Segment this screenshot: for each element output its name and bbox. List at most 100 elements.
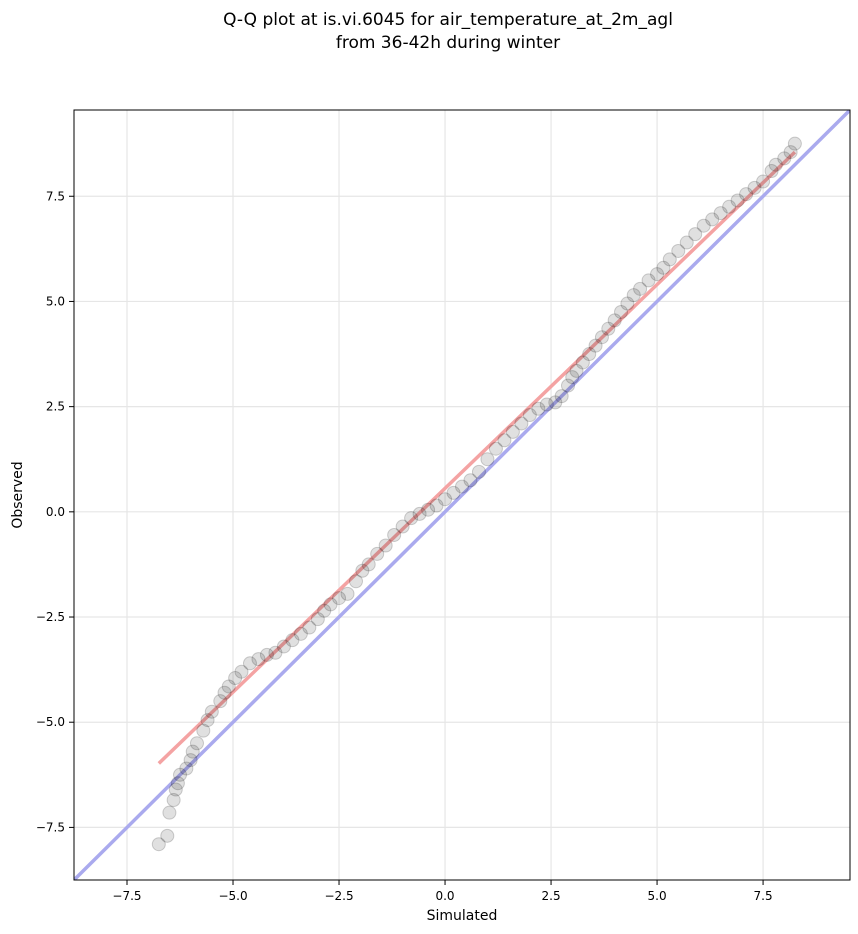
y-tick-label: 5.0 [46, 294, 65, 308]
data-point [276, 639, 291, 654]
y-tick-label: 0.0 [46, 505, 65, 519]
plot-frame [73, 109, 851, 881]
data-point [554, 389, 569, 404]
data-point [361, 557, 376, 572]
y-tick-label: 2.5 [46, 400, 65, 414]
data-point [242, 656, 257, 671]
data-point [404, 511, 419, 526]
data-point [739, 187, 754, 202]
data-point [395, 519, 410, 534]
data-point [679, 235, 694, 250]
data-point [446, 485, 461, 500]
data-point [488, 441, 503, 456]
data-point [162, 805, 177, 820]
data-point [310, 612, 325, 627]
x-axis-label: Simulated [427, 908, 498, 924]
data-point [688, 227, 703, 242]
data-point [783, 145, 798, 160]
data-point [168, 782, 183, 797]
x-tick-label: 5.0 [648, 889, 667, 903]
x-tick-label: 2.5 [542, 889, 561, 903]
data-point [317, 603, 332, 618]
y-tick-label: 7.5 [46, 189, 65, 203]
data-point [582, 347, 597, 362]
data-point [662, 252, 677, 267]
data-point [497, 433, 512, 448]
data-point [607, 313, 622, 328]
data-point [455, 479, 469, 494]
data-point [355, 563, 370, 578]
plot-lines [74, 110, 850, 880]
data-point [378, 538, 393, 553]
data-point [463, 473, 478, 488]
data-point [387, 527, 402, 542]
data-point [777, 151, 792, 166]
data-point [601, 321, 616, 336]
data-point [614, 304, 629, 319]
data-point [259, 647, 274, 662]
data-point [656, 260, 671, 275]
data-point [522, 408, 537, 423]
y-axis-label: Observed [10, 461, 26, 528]
data-point [293, 626, 308, 641]
data-point [251, 652, 266, 667]
data-point [705, 212, 720, 227]
data-point [340, 586, 355, 601]
data-point [531, 401, 546, 416]
data-point [561, 378, 576, 393]
data-point [480, 452, 495, 467]
chart-title-line-2: from 36-42h during winter [336, 33, 560, 53]
data-point [332, 591, 347, 606]
y-tick-label: −5.0 [36, 715, 65, 729]
data-point [594, 330, 609, 345]
data-point [421, 502, 436, 517]
x-tick-label: 7.5 [754, 889, 773, 903]
data-point [151, 837, 166, 852]
data-point [756, 174, 771, 189]
data-point [730, 193, 745, 208]
data-point [671, 243, 686, 258]
data-point [548, 395, 563, 410]
data-point [514, 416, 529, 431]
data-point [204, 704, 219, 719]
data-point [575, 355, 590, 370]
data-point [787, 136, 802, 151]
data-point [217, 685, 232, 700]
data-point [505, 424, 520, 439]
data-point [588, 338, 603, 353]
data-point [565, 370, 580, 385]
data-point [696, 218, 711, 233]
data-point [429, 498, 444, 513]
x-tick-label: −5.0 [218, 889, 247, 903]
x-axis-ticks: −7.5 −5.0 −2.5 0.0 2.5 5.0 7.5 [112, 880, 773, 903]
data-point [213, 694, 228, 709]
y-tick-label: −2.5 [36, 610, 65, 624]
data-point [234, 664, 249, 679]
x-tick-label: −2.5 [324, 889, 353, 903]
data-point [412, 506, 427, 521]
data-point [196, 723, 211, 738]
data-point [633, 281, 648, 296]
x-tick-label: 0.0 [435, 889, 454, 903]
data-point [179, 761, 194, 776]
data-point [471, 464, 486, 479]
data-point [221, 679, 236, 694]
regression-fit-line [157, 150, 797, 765]
data-point [160, 828, 175, 843]
data-point [183, 753, 198, 768]
data-point [539, 397, 554, 412]
data-points [151, 136, 802, 852]
data-point [620, 296, 635, 311]
data-point [268, 645, 283, 660]
data-point [166, 793, 181, 808]
data-point [438, 492, 453, 507]
data-point [323, 597, 338, 612]
data-point [185, 744, 200, 759]
x-tick-label: −7.5 [112, 889, 141, 903]
y-tick-label: −7.5 [36, 820, 65, 834]
data-point [189, 736, 204, 751]
data-point [170, 776, 185, 791]
y-axis-ticks: −7.5 −5.0 −2.5 0.0 2.5 5.0 7.5 [36, 189, 74, 834]
data-point [370, 546, 385, 561]
